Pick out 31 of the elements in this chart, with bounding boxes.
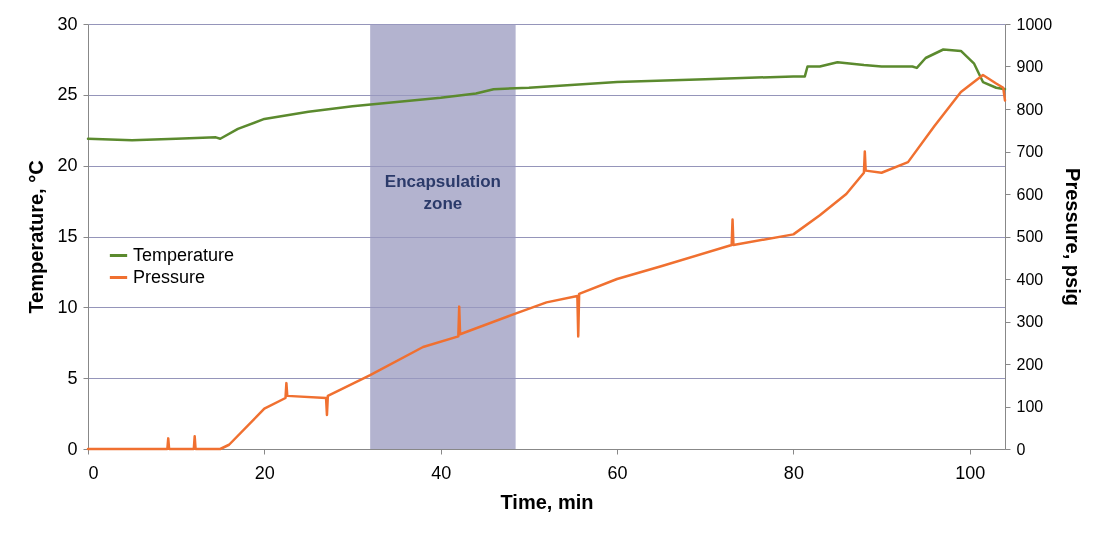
- y-tick-label: 25: [57, 84, 78, 105]
- y-tick-label: 15: [57, 226, 78, 246]
- y-tick-label: 30: [57, 13, 78, 34]
- legend-label: Temperature: [133, 244, 235, 265]
- x-axis-title: Time, min: [500, 490, 594, 513]
- x-tick-label: 80: [783, 462, 804, 483]
- legend-label: Pressure: [133, 266, 206, 287]
- y2-tick-label: 100: [1016, 398, 1044, 415]
- band-label: Encapsulation zone: [384, 172, 501, 213]
- y-tick-label: 5: [67, 367, 78, 388]
- line-series: [86, 48, 1007, 142]
- y2-tick-label: 900: [1016, 58, 1044, 75]
- y-axis-title: Temperature, °C: [25, 160, 48, 314]
- x-tick-label: 60: [607, 462, 628, 483]
- y2-tick-label: 700: [1016, 143, 1044, 160]
- x-tick-label: 0: [88, 462, 99, 483]
- y-tick-label: 20: [57, 155, 78, 176]
- y2-tick-label: 0: [1016, 440, 1026, 458]
- y2-tick-label: 600: [1016, 185, 1044, 203]
- x-tick-label: 40: [431, 462, 452, 483]
- y2-tick-label: 1000: [1016, 15, 1053, 33]
- y-tick-label: 10: [57, 296, 78, 317]
- y2-tick-label: 400: [1016, 270, 1044, 288]
- y-tick-label: 0: [67, 438, 78, 459]
- y2-tick-label: 500: [1016, 228, 1044, 245]
- x-tick-label: 20: [254, 462, 275, 483]
- x-tick-label: 100: [955, 462, 986, 483]
- y2-tick-label: 200: [1016, 355, 1044, 373]
- y2-axis-title: Pressure, psig: [1062, 168, 1085, 306]
- y2-tick-label: 800: [1016, 100, 1044, 118]
- y2-tick-label: 300: [1016, 313, 1044, 330]
